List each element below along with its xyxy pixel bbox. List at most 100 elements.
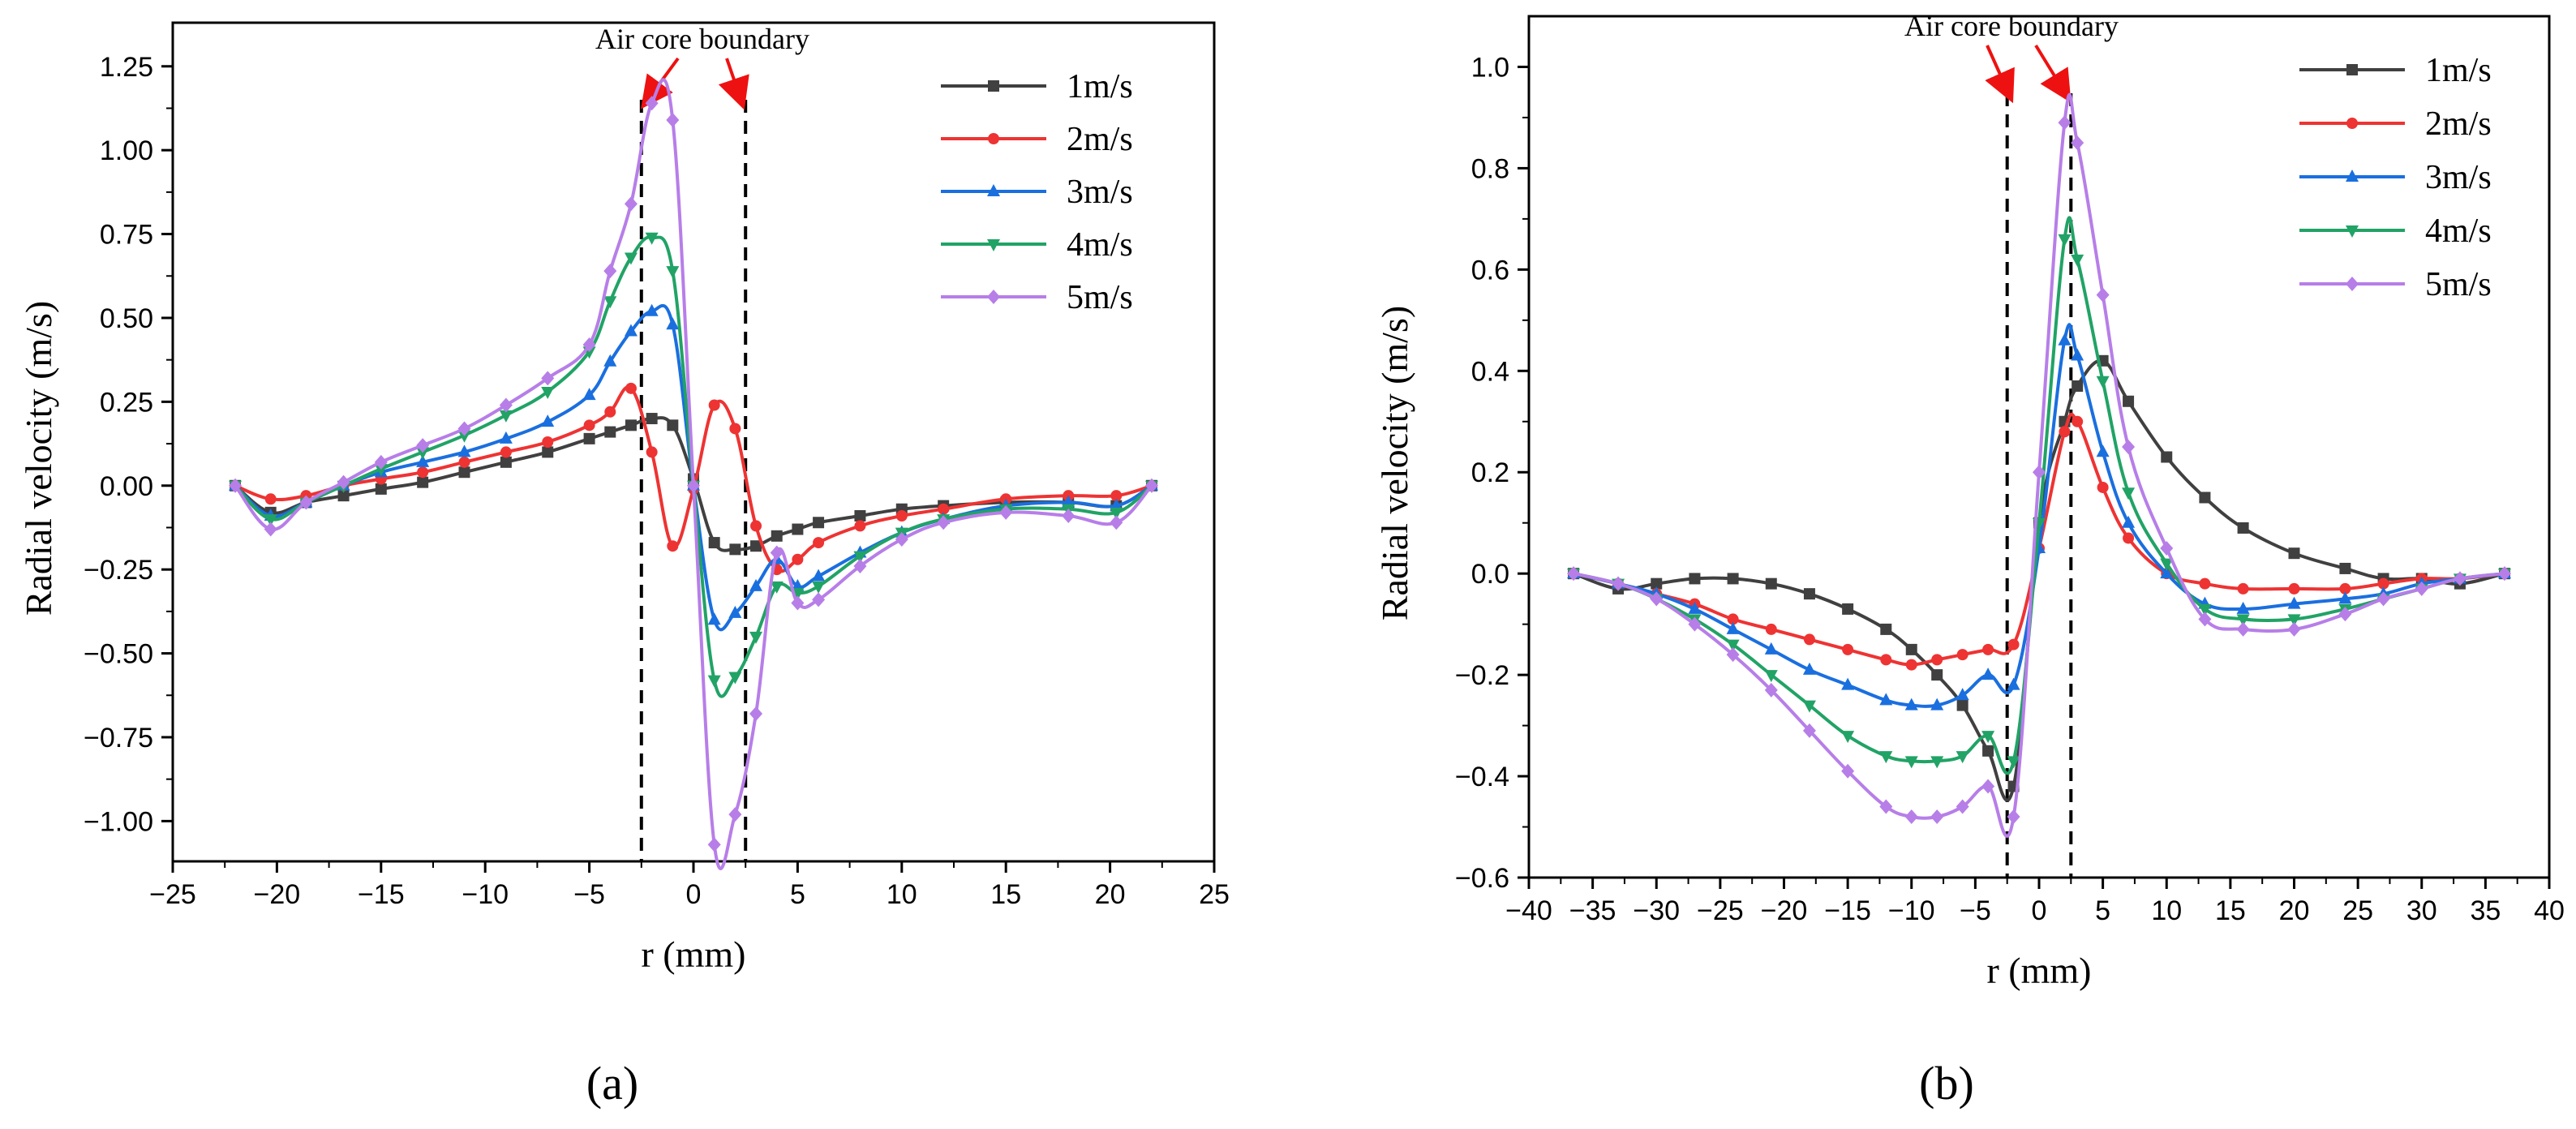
data-point bbox=[2007, 677, 2020, 690]
data-point bbox=[1651, 577, 1663, 590]
data-point bbox=[1765, 623, 1777, 635]
y-tick-label: −1.00 bbox=[84, 806, 153, 837]
legend-label: 1m/s bbox=[2425, 52, 2492, 89]
y-tick-label: 0.75 bbox=[100, 220, 153, 251]
y-tick-label: 0.4 bbox=[1471, 356, 1509, 387]
y-tick-label: 1.0 bbox=[1471, 52, 1509, 83]
data-point bbox=[2453, 571, 2467, 586]
data-point bbox=[1110, 498, 1123, 511]
data-point bbox=[1956, 699, 1968, 711]
data-point bbox=[458, 456, 470, 468]
y-tick-label: 1.25 bbox=[100, 52, 153, 83]
data-point bbox=[645, 232, 659, 245]
data-point bbox=[624, 196, 638, 212]
data-point bbox=[2237, 522, 2249, 534]
data-point bbox=[374, 454, 388, 470]
series-line bbox=[1573, 92, 2505, 838]
legend-label: 4m/s bbox=[2425, 212, 2492, 250]
y-tick-label: −0.50 bbox=[84, 639, 153, 670]
data-point bbox=[771, 530, 783, 542]
data-point bbox=[749, 631, 763, 644]
data-point bbox=[1879, 693, 1893, 706]
legend-marker bbox=[987, 184, 1000, 196]
data-point bbox=[2338, 591, 2352, 604]
data-point bbox=[1764, 642, 1778, 655]
data-point bbox=[2198, 603, 2212, 616]
data-point bbox=[264, 522, 277, 537]
annotation-arrow-right bbox=[718, 58, 749, 110]
series-4m-per-s bbox=[1567, 216, 2511, 775]
data-point bbox=[1764, 682, 1778, 698]
y-tick-label: 0.25 bbox=[100, 387, 153, 418]
data-point bbox=[770, 581, 784, 594]
data-point bbox=[2058, 333, 2072, 346]
data-point bbox=[2287, 596, 2301, 609]
data-point bbox=[813, 517, 825, 529]
legend-entry: 2m/s bbox=[941, 121, 1133, 158]
data-point bbox=[2377, 577, 2389, 590]
data-point bbox=[667, 540, 679, 552]
legend-label: 5m/s bbox=[2425, 266, 2492, 303]
data-point bbox=[603, 264, 617, 279]
legend-entry: 5m/s bbox=[2299, 266, 2492, 303]
data-point bbox=[416, 447, 430, 460]
data-point bbox=[2160, 540, 2174, 556]
x-tick-label: 10 bbox=[887, 879, 917, 910]
legend-entry: 1m/s bbox=[2299, 52, 2492, 89]
data-point bbox=[337, 490, 350, 502]
air-core-annotation: Air core boundary bbox=[595, 23, 809, 55]
x-tick-label: −30 bbox=[1633, 895, 1680, 926]
data-point bbox=[728, 672, 742, 685]
y-tick-label: 0.00 bbox=[100, 471, 153, 502]
series-line bbox=[234, 416, 1153, 552]
legend-entry: 3m/s bbox=[941, 174, 1133, 211]
data-point bbox=[792, 523, 804, 535]
data-point bbox=[1688, 616, 1702, 632]
x-tick-label: 20 bbox=[1095, 879, 1126, 910]
data-point bbox=[1841, 763, 1855, 779]
data-point bbox=[2237, 582, 2249, 595]
data-point bbox=[1802, 700, 1816, 713]
data-point bbox=[2007, 638, 2020, 650]
data-point bbox=[1842, 603, 1854, 615]
data-point bbox=[1727, 613, 1739, 625]
data-point bbox=[791, 578, 805, 591]
data-point bbox=[667, 419, 679, 431]
data-point bbox=[299, 495, 313, 510]
y-tick-label: 0.50 bbox=[100, 303, 153, 334]
data-point bbox=[2123, 395, 2135, 407]
data-point bbox=[582, 388, 596, 401]
data-point bbox=[499, 410, 513, 423]
data-point bbox=[1650, 591, 1664, 607]
data-point bbox=[2236, 601, 2250, 614]
series-5m-per-s bbox=[229, 78, 1158, 870]
data-point bbox=[791, 595, 805, 611]
x-tick-label: 20 bbox=[2279, 895, 2310, 926]
data-point bbox=[749, 706, 763, 722]
data-point bbox=[264, 514, 277, 527]
data-point bbox=[2236, 614, 2250, 627]
data-point bbox=[2199, 577, 2211, 590]
legend-entry: 4m/s bbox=[2299, 212, 2492, 250]
data-point bbox=[2122, 515, 2136, 528]
data-point bbox=[1981, 779, 1995, 794]
legend-marker bbox=[988, 133, 999, 144]
data-point bbox=[2160, 558, 2174, 571]
data-point bbox=[1803, 633, 1815, 646]
data-point bbox=[2497, 566, 2511, 582]
y-axis-title: Radial velocity (m/s) bbox=[18, 301, 59, 616]
data-point bbox=[417, 476, 429, 488]
data-point bbox=[229, 478, 243, 493]
panel-label: (b) bbox=[1919, 1057, 1974, 1110]
data-point bbox=[2071, 135, 2084, 151]
data-point bbox=[645, 96, 659, 111]
data-point bbox=[542, 436, 554, 448]
data-point bbox=[2288, 582, 2300, 595]
data-point bbox=[853, 559, 867, 574]
legend-label: 5m/s bbox=[1067, 279, 1133, 316]
data-point bbox=[812, 592, 826, 607]
data-point bbox=[2338, 607, 2352, 622]
chart-panel-b: −40 −35 −30 −25 −20 −15 −10 −5 0 5 10 15 20 25 30 35 40 −… bbox=[1374, 10, 2565, 1110]
air-core-annotation: Air core boundary bbox=[1904, 10, 2119, 42]
legend-marker bbox=[2346, 225, 2359, 238]
